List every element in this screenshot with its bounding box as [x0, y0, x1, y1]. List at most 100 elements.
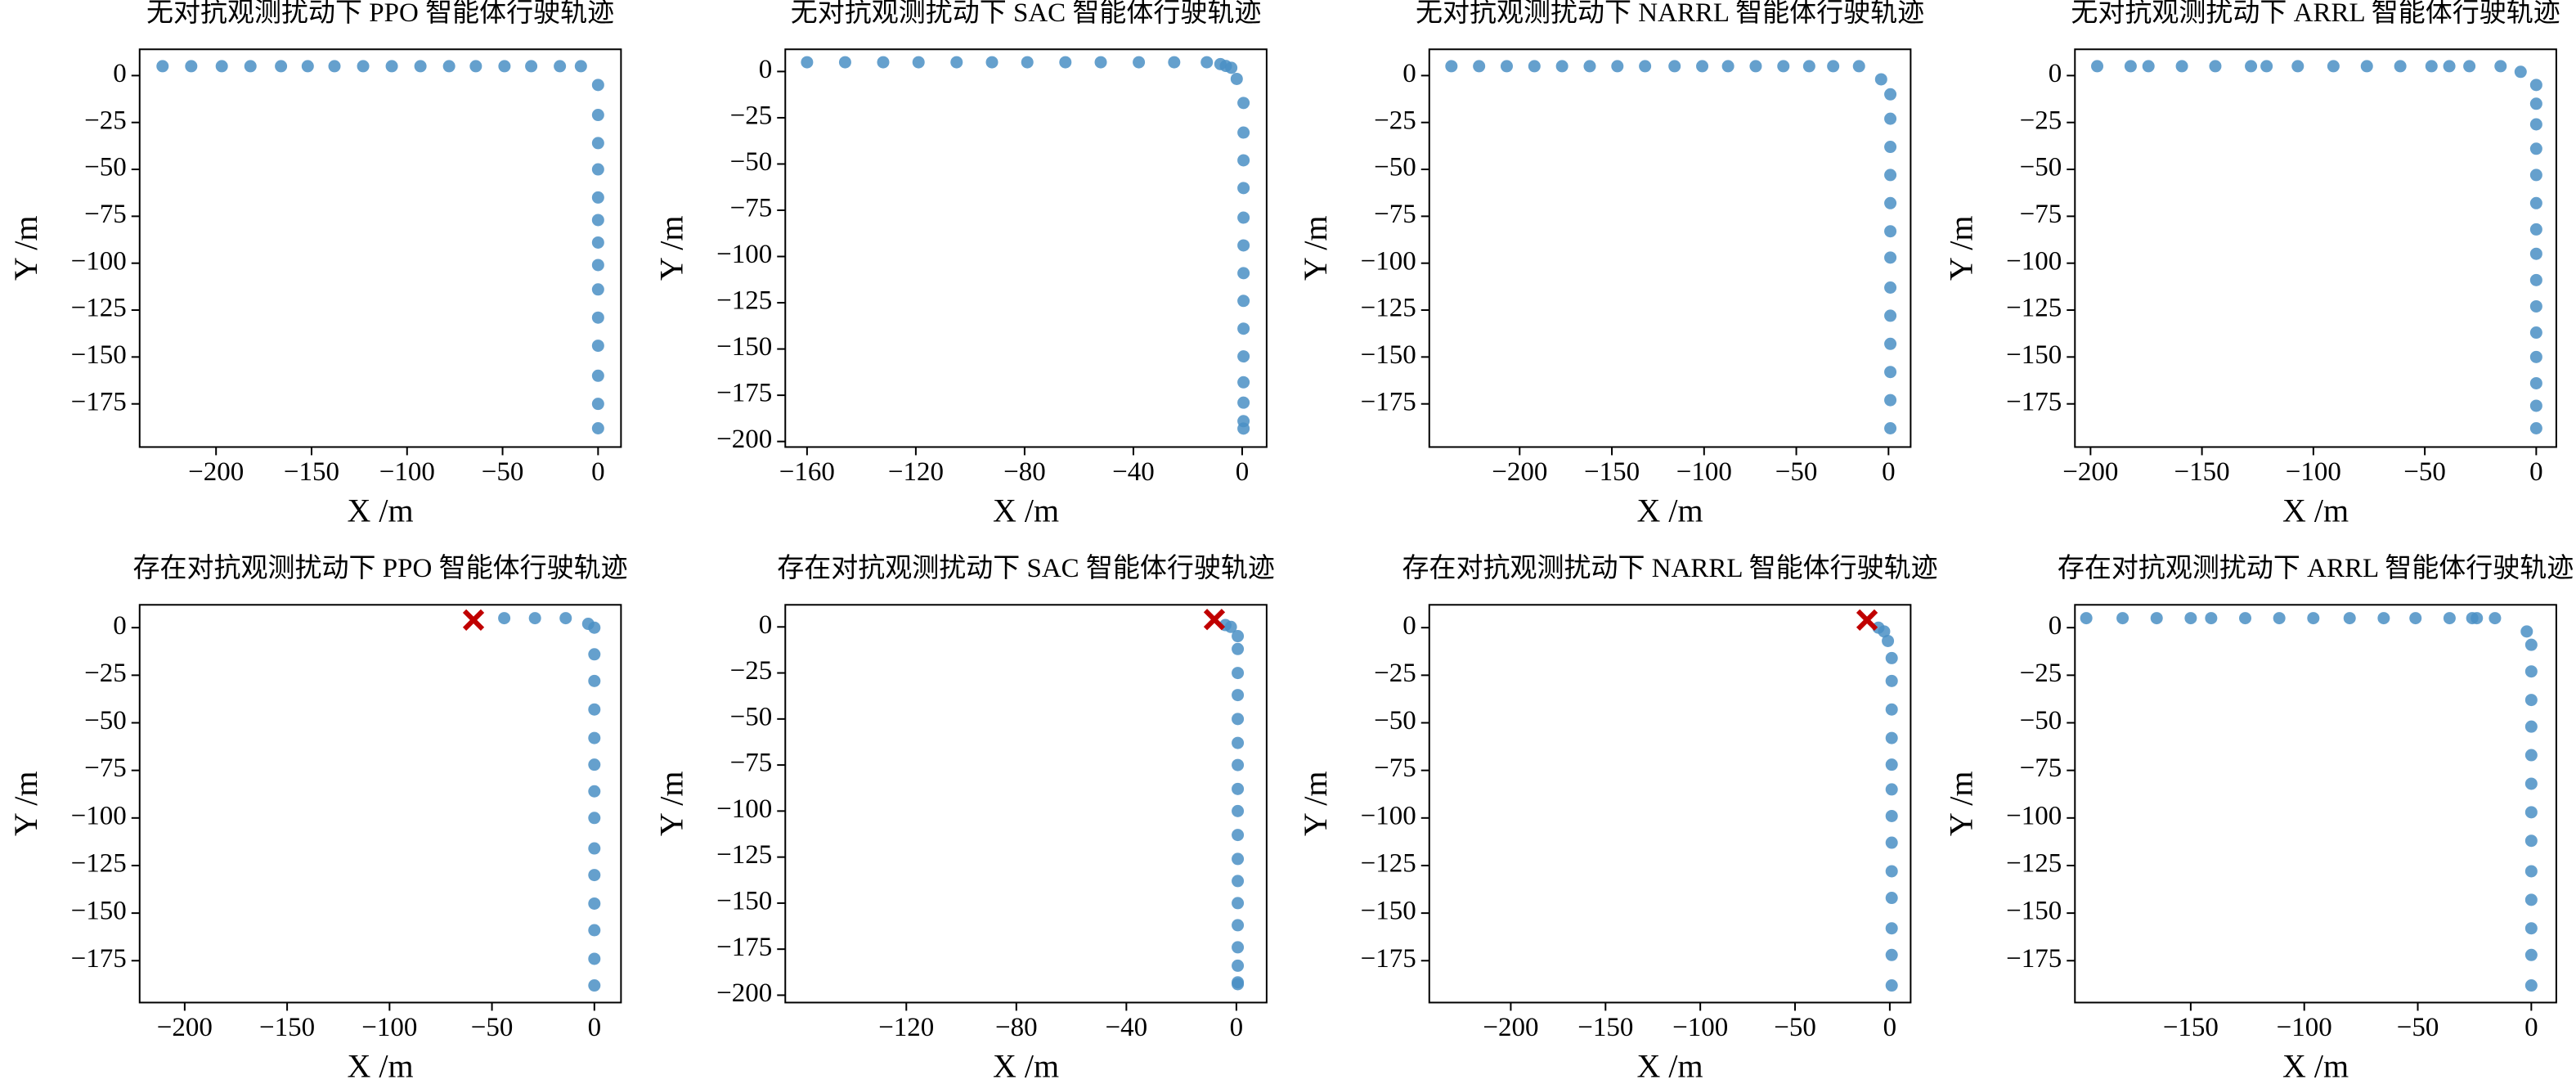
- point: [1583, 60, 1596, 73]
- point: [588, 812, 601, 825]
- point: [1885, 758, 1898, 771]
- point: [2377, 612, 2390, 625]
- y-tick-label: −125: [71, 294, 127, 323]
- y-tick-label: −75: [2020, 753, 2062, 783]
- point: [591, 311, 604, 324]
- y-tick-label: −50: [2020, 706, 2062, 735]
- point: [985, 56, 999, 69]
- y-tick-label: −125: [716, 840, 772, 870]
- point: [2529, 223, 2542, 236]
- point: [301, 60, 314, 73]
- y-tick-label: −75: [84, 200, 127, 229]
- y-tick-label: −125: [716, 286, 772, 316]
- point: [2524, 638, 2538, 651]
- point: [2520, 625, 2533, 638]
- point: [1884, 141, 1897, 154]
- x-tick-label: −150: [259, 1013, 315, 1042]
- point: [2124, 60, 2137, 73]
- y-tick-label: −150: [1361, 340, 1416, 370]
- point: [588, 979, 601, 992]
- point: [2529, 169, 2542, 182]
- y-tick-label: −50: [2020, 153, 2062, 182]
- point: [591, 283, 604, 296]
- x-tick-label: −100: [379, 457, 435, 487]
- axes-frame: [784, 48, 1268, 448]
- point: [1237, 422, 1250, 435]
- point: [1237, 295, 1250, 308]
- point: [588, 674, 601, 687]
- point: [1237, 154, 1250, 167]
- point: [1777, 60, 1790, 73]
- point: [1230, 72, 1243, 85]
- point: [2529, 273, 2542, 286]
- point: [2524, 893, 2538, 906]
- point: [2209, 60, 2222, 73]
- x-axis-label: X /m: [1637, 493, 1703, 529]
- y-tick-label: −150: [71, 897, 127, 926]
- point: [1885, 651, 1898, 664]
- y-tick-label: −100: [71, 246, 127, 276]
- point: [2394, 60, 2407, 73]
- y-tick-label: −50: [84, 153, 127, 182]
- point: [591, 109, 604, 122]
- point: [574, 60, 587, 73]
- y-tick-label: −25: [1374, 106, 1416, 135]
- x-tick-label: 0: [1230, 1013, 1244, 1042]
- point: [1232, 852, 1245, 866]
- point: [588, 869, 601, 882]
- point: [591, 340, 604, 353]
- point: [1885, 703, 1898, 716]
- x-tick-label: 0: [588, 1013, 602, 1042]
- x-tick-label: −200: [188, 457, 244, 487]
- axes-frame: [138, 604, 622, 1004]
- axes-frame: [2074, 48, 2557, 448]
- axes-frame: [1428, 604, 1912, 1004]
- y-tick-label: −125: [1361, 294, 1416, 323]
- point: [591, 79, 604, 92]
- y-tick-label: −25: [730, 656, 773, 686]
- x-tick-label: −50: [2397, 1013, 2439, 1042]
- y-tick-label: −175: [1361, 387, 1416, 416]
- y-axis-label: Y /m: [653, 771, 689, 837]
- y-tick-label: −175: [71, 387, 127, 416]
- y-tick-label: −50: [84, 706, 127, 735]
- point: [1237, 239, 1250, 252]
- point: [2529, 299, 2542, 313]
- point: [2175, 60, 2188, 73]
- point: [1884, 88, 1897, 101]
- point: [2471, 612, 2484, 625]
- point: [2529, 97, 2542, 110]
- point: [1885, 731, 1898, 744]
- subplot-title: 无对抗观测扰动下 PPO 智能体行驶轨迹: [146, 0, 614, 28]
- marker-x: [1203, 609, 1226, 631]
- point: [1884, 225, 1897, 238]
- x-tick-label: −200: [2062, 457, 2118, 487]
- y-tick-label: −75: [1374, 200, 1416, 229]
- point: [1232, 919, 1245, 932]
- point: [185, 60, 198, 73]
- y-tick-label: −150: [716, 332, 772, 362]
- point: [1232, 959, 1245, 972]
- point: [1237, 182, 1250, 195]
- point: [1200, 56, 1214, 69]
- point: [1884, 421, 1897, 434]
- subplot-title: 存在对抗观测扰动下 ARRL 智能体行驶轨迹: [2058, 553, 2574, 583]
- point: [591, 214, 604, 227]
- y-axis-label: Y /m: [653, 216, 689, 281]
- point: [2150, 612, 2163, 625]
- point: [1232, 978, 1245, 991]
- x-tick-label: −50: [2403, 457, 2446, 487]
- axes-frame: [138, 48, 622, 448]
- x-tick-label: −120: [878, 1013, 934, 1042]
- point: [2343, 612, 2356, 625]
- point: [1232, 689, 1245, 702]
- x-tick-label: −50: [482, 457, 524, 487]
- point: [2524, 665, 2538, 678]
- point: [588, 758, 601, 771]
- y-axis-label: Y /m: [1297, 771, 1334, 837]
- point: [1885, 892, 1898, 905]
- point: [385, 60, 398, 73]
- point: [2116, 612, 2129, 625]
- y-tick-label: −75: [1374, 753, 1416, 783]
